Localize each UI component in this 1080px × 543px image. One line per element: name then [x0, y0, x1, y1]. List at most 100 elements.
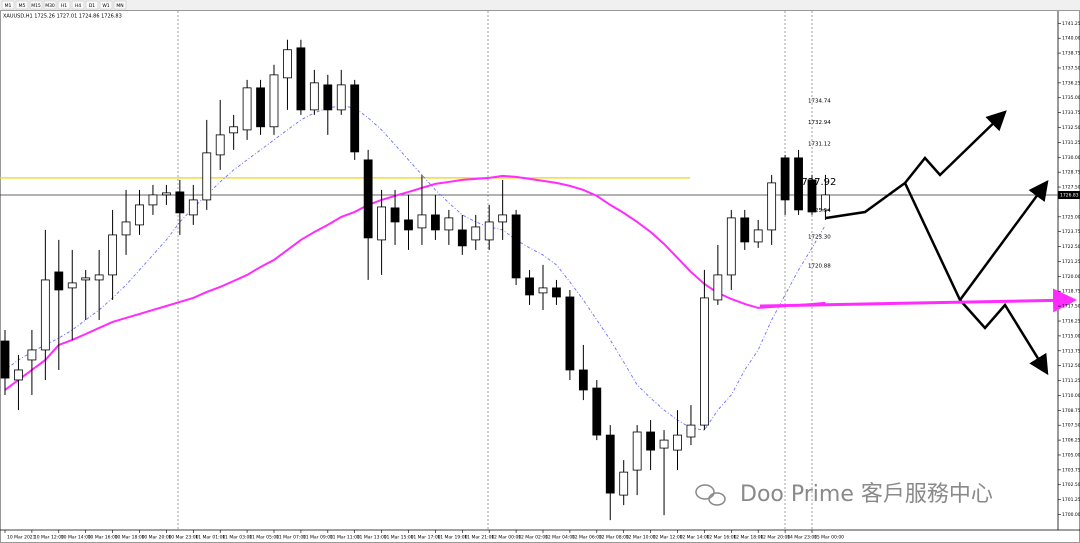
- candle-body: [511, 214, 521, 279]
- timeframe-label: M1: [5, 3, 12, 9]
- candle-body: [659, 439, 669, 449]
- chart-frame: [0, 10, 1080, 543]
- level-label: 1720.88: [808, 263, 831, 269]
- candle-body: [767, 182, 777, 231]
- candle-body: [81, 277, 91, 281]
- x-tick-label: 12 Mar 04:00: [545, 535, 575, 541]
- timeframe-button: [71, 0, 85, 10]
- candle-body: [161, 192, 171, 196]
- candle-body: [794, 157, 803, 211]
- timeframe-label: M15: [31, 3, 41, 9]
- x-tick-label: 10 Mar 14:00: [61, 535, 91, 541]
- y-tick-label: 1730.00: [1062, 155, 1080, 161]
- candle-body: [417, 214, 427, 229]
- timeframe-button: [113, 0, 127, 10]
- y-tick-label: 1703.75: [1062, 467, 1080, 473]
- x-tick-label: 11 Mar 01:00: [195, 535, 225, 541]
- y-tick-label: 1741.25: [1062, 21, 1080, 27]
- candle-body: [538, 287, 548, 294]
- candle-body: [283, 49, 292, 79]
- x-tick-label: 14 Mar 23:00: [787, 535, 817, 541]
- timeframe-label: H4: [75, 3, 81, 9]
- timeframe-button: [43, 0, 57, 10]
- candle-body: [484, 221, 494, 241]
- y-tick-label: 1738.75: [1062, 51, 1080, 57]
- forecast-arrow: [825, 181, 1049, 376]
- y-tick-label: 1737.50: [1062, 65, 1080, 71]
- x-tick-label: 10 Mar 12:00: [34, 535, 64, 541]
- x-tick-label: 12 Mar 08:00: [599, 535, 629, 541]
- chart-header: XAUUSD,H1 1725.26 1727.01 1724.86 1726.8…: [3, 14, 122, 20]
- candle-body: [430, 214, 440, 231]
- candle-body: [457, 229, 467, 247]
- day-separators: [177, 11, 813, 530]
- price-label: 1727.92: [795, 177, 836, 188]
- x-tick-label: 11 Mar 09:00: [303, 535, 333, 541]
- candle-body: [242, 87, 252, 131]
- candle-body: [565, 296, 575, 371]
- candle-body: [578, 369, 588, 391]
- candle-body: [377, 206, 387, 241]
- candle-body: [296, 47, 306, 111]
- candle-body: [54, 271, 64, 291]
- timeframe-button: [1, 0, 15, 10]
- timeframe-label: W1: [102, 3, 109, 9]
- toolbar: [0, 0, 1080, 10]
- y-tick-label: 1732.50: [1062, 125, 1080, 131]
- x-tick-label: 11 Mar 19:00: [437, 535, 467, 541]
- y-tick-label: 1740.00: [1062, 36, 1080, 42]
- candle-body: [619, 471, 629, 496]
- candle-body: [404, 219, 413, 231]
- x-tick-label: 11 Mar 17:00: [411, 535, 441, 541]
- x-tick-label: 12 Mar 20:00: [760, 535, 790, 541]
- candle-body: [215, 134, 225, 156]
- candle-body: [646, 431, 655, 451]
- candle-body: [780, 157, 790, 201]
- candle-body: [605, 434, 615, 494]
- candle-body: [753, 229, 763, 243]
- x-tick-label: 11 Mar 13:00: [357, 535, 387, 541]
- candle-body: [350, 84, 360, 153]
- y-tick-label: 1717.50: [1062, 304, 1080, 310]
- ma-projection: [759, 288, 1077, 313]
- candle-body: [686, 424, 696, 438]
- y-tick-label: 1721.25: [1062, 259, 1080, 265]
- candle-body: [740, 217, 750, 243]
- level-label: 1731.12: [808, 141, 831, 147]
- timeframe-button: [29, 0, 43, 10]
- y-tick-label: 1718.75: [1062, 289, 1080, 295]
- candle-body: [67, 282, 77, 289]
- y-tick-label: 1708.75: [1062, 408, 1080, 414]
- candle-body: [27, 349, 37, 361]
- y-tick-label: 1720.00: [1062, 274, 1080, 280]
- candle-body: [700, 297, 709, 426]
- forecast-arrows: [825, 110, 1049, 376]
- y-tick-label: 1735.00: [1062, 95, 1080, 101]
- y-tick-label: 1711.25: [1062, 378, 1080, 384]
- candle-body: [14, 369, 23, 381]
- timeframe-label: M30: [45, 3, 55, 9]
- x-tick-label: 12 Mar 12:00: [653, 535, 683, 541]
- candle-body: [363, 159, 373, 239]
- x-tick-label: 10 Mar 2021: [7, 535, 36, 541]
- x-tick-label: 12 Mar 16:00: [706, 535, 736, 541]
- current-price-label: 1726.83: [1060, 193, 1079, 199]
- candle-body: [471, 226, 481, 241]
- x-tick-label: 11 Mar 15:00: [384, 535, 414, 541]
- candle-body: [121, 221, 131, 236]
- candle-body: [336, 84, 346, 111]
- y-tick-label: 1723.75: [1062, 229, 1080, 235]
- x-tick-label: 10 Mar 16:00: [88, 535, 118, 541]
- candle-body: [592, 387, 602, 436]
- candle-body: [498, 214, 508, 223]
- current-price-box: [1058, 191, 1080, 200]
- y-tick-label: 1722.50: [1062, 244, 1080, 250]
- timeframe-label: MN: [116, 3, 123, 9]
- y-tick-label: 1716.25: [1062, 319, 1080, 325]
- candle-body: [309, 82, 319, 111]
- x-tick-label: 12 Mar 02:00: [518, 535, 548, 541]
- x-tick-label: 15 Mar 00:00: [814, 535, 844, 541]
- candle-body: [256, 87, 265, 128]
